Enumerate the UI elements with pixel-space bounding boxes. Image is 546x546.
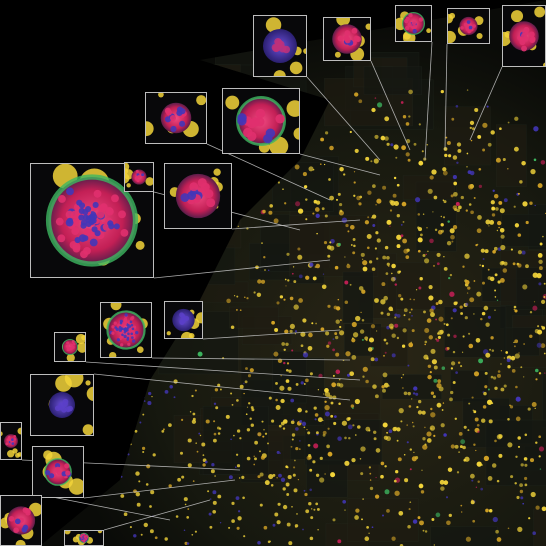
- callout-organoid-15: [32, 446, 84, 498]
- callout-organoid-16: [0, 495, 42, 546]
- callout-frame: [30, 163, 154, 278]
- callout-organoid-12: [54, 332, 86, 362]
- leader-line: [151, 357, 351, 361]
- callout-organoid-5: [253, 15, 307, 77]
- callout-frame: [32, 446, 84, 498]
- leader-line: [202, 329, 341, 340]
- callout-organoid-11: [164, 301, 203, 339]
- leader-line: [231, 219, 361, 230]
- callout-panels: [0, 5, 546, 546]
- callout-organoid-6: [323, 17, 371, 61]
- stained-cells: [120, 89, 546, 546]
- callout-frame: [54, 332, 86, 362]
- leader-line: [83, 479, 236, 499]
- callout-organoid-7: [395, 5, 432, 42]
- callout-organoid-14: [0, 422, 22, 460]
- leader-line: [299, 153, 381, 176]
- callout-frame: [0, 422, 22, 460]
- callout-frame: [124, 162, 154, 192]
- callout-organoid-10: [100, 302, 152, 358]
- leader-line: [153, 259, 331, 279]
- leader-line: [306, 76, 381, 161]
- callout-frame: [164, 301, 203, 339]
- leader-line: [103, 499, 211, 531]
- leader-line: [41, 494, 171, 521]
- leader-line: [93, 373, 351, 401]
- callout-organoid-8: [447, 8, 490, 44]
- callout-organoid-9: [502, 5, 546, 67]
- leader-line: [85, 361, 361, 381]
- callout-frame: [145, 92, 207, 144]
- callout-organoid-17: [64, 530, 104, 546]
- callout-frame: [30, 374, 94, 436]
- callout-organoid-3: [145, 92, 207, 144]
- callout-organoid-18: [124, 162, 154, 192]
- callout-frame: [253, 15, 307, 77]
- callout-organoid-1: [30, 163, 154, 278]
- leader-line: [424, 41, 433, 161]
- leader-line: [444, 43, 448, 151]
- callout-organoid-2: [164, 163, 232, 229]
- callout-frame: [395, 5, 432, 42]
- callout-frame: [222, 88, 300, 154]
- callout-organoid-4: [222, 88, 300, 154]
- callout-frame: [100, 302, 152, 358]
- callout-frame: [323, 17, 371, 61]
- callout-organoid-13: [30, 374, 94, 436]
- callout-frame: [447, 8, 490, 44]
- leader-line: [469, 66, 503, 141]
- callout-frame: [164, 163, 232, 229]
- leader-line: [370, 60, 411, 151]
